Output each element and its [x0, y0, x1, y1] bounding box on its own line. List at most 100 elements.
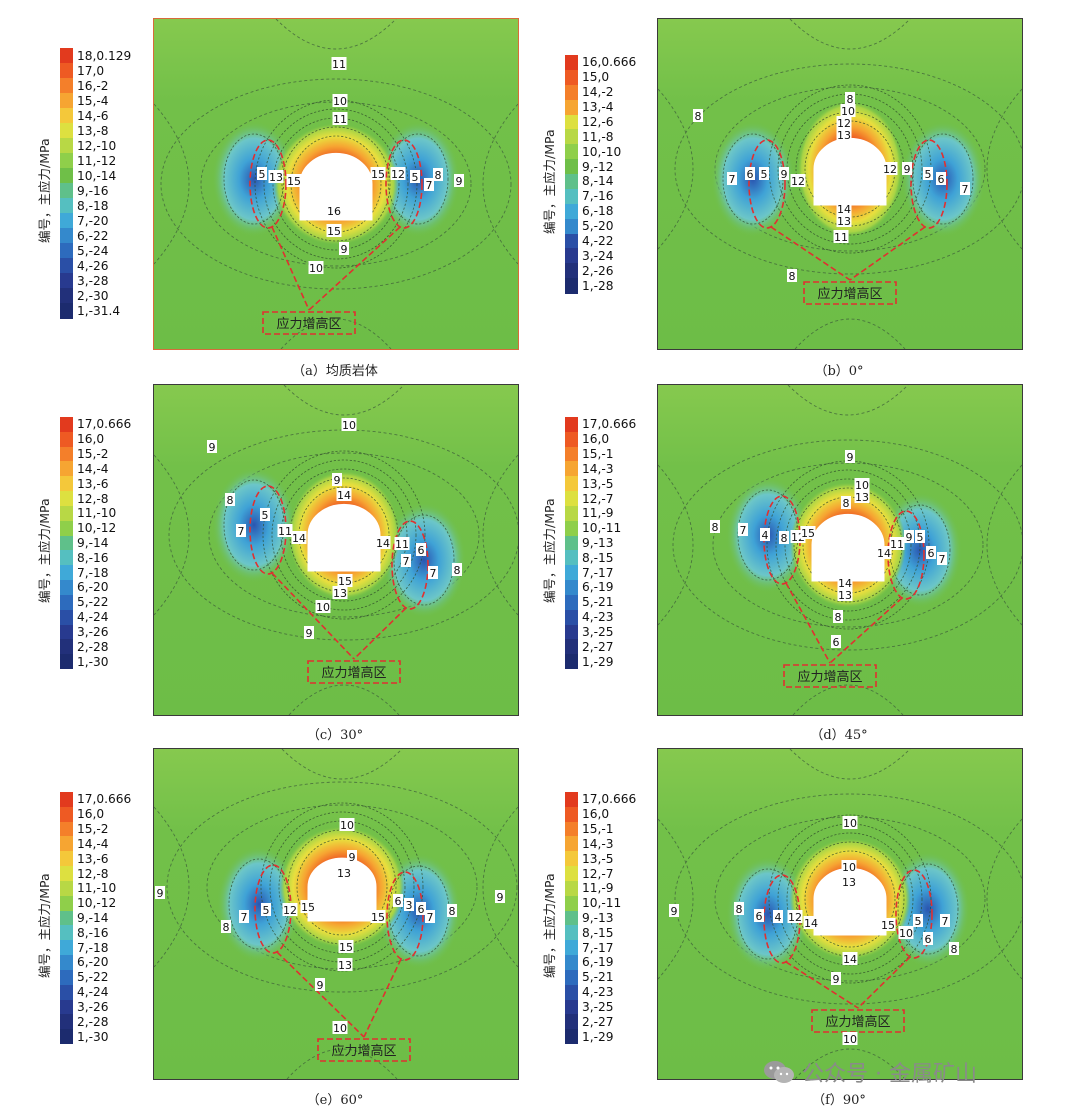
colorbar-label: 4,-26: [77, 258, 109, 273]
contour-number-text: 9: [341, 243, 348, 256]
colorbar-label: 16,0: [582, 432, 610, 447]
colorbar-label: 1,-28: [582, 278, 614, 293]
contour-number-label: 8: [452, 563, 462, 577]
contour-number-label: 7: [236, 524, 246, 538]
colorbar-swatch: [565, 550, 578, 566]
contour-number-label: 7: [960, 182, 970, 196]
contour-number-text: 11: [834, 231, 848, 244]
contour-number-text: 11: [278, 525, 292, 538]
contour-number-text: 10: [342, 419, 356, 432]
contour-number-label: 16: [326, 204, 342, 218]
colorbar-swatch: [60, 550, 73, 566]
colorbar-label: 4,-24: [77, 610, 109, 625]
colorbar-label: 4,-23: [582, 610, 614, 625]
colorbar-swatch: [565, 880, 578, 897]
contour-number-label: 7: [239, 910, 249, 924]
contour-number-text: 9: [334, 474, 341, 487]
colorbar-label: 12,-6: [582, 114, 614, 129]
contour-number-label: 15: [370, 910, 386, 924]
colorbar-swatch: [565, 431, 578, 448]
colorbar-label: 11,-8: [582, 129, 614, 144]
stress-zone-label: 应力增高区: [797, 669, 862, 685]
colorbar-swatch: [565, 144, 578, 160]
colorbar-label: 13,-8: [77, 123, 109, 138]
colorbar-swatch: [565, 55, 578, 71]
colorbar-swatch: [565, 925, 578, 941]
colorbar-swatch: [60, 63, 73, 79]
colorbar-label: 5,-22: [77, 970, 109, 985]
contour-number-label: 10: [842, 816, 858, 830]
contour-number-text: 6: [395, 895, 402, 908]
contour-number-text: 4: [762, 529, 769, 542]
contour-number-text: 15: [881, 919, 895, 932]
colorbar-swatch: [60, 461, 73, 477]
colorbar-label: 8,-15: [582, 925, 614, 940]
contour-number-text: 14: [292, 532, 306, 545]
contour-number-label: 8: [845, 92, 855, 106]
colorbar-swatch: [565, 1029, 578, 1045]
contour-number-text: 10: [333, 95, 347, 108]
colorbar-swatch: [60, 108, 73, 124]
colorbar-swatch: [565, 248, 578, 264]
contour-number-label: 8: [710, 520, 720, 534]
contour-number-label: 6: [745, 167, 755, 181]
colorbar-swatch: [60, 999, 73, 1015]
contour-number-text: 13: [269, 171, 283, 184]
low-stress-lobe: [212, 121, 296, 237]
colorbar-swatch: [60, 431, 73, 448]
contour-number-text: 8: [781, 532, 788, 545]
colorbar-swatch: [565, 836, 578, 852]
colorbar-swatch: [565, 263, 578, 279]
far-field-contours: [154, 749, 518, 1079]
colorbar-swatch: [60, 446, 73, 462]
colorbar-swatch: [565, 218, 578, 234]
contour-number-label: 14: [375, 536, 391, 550]
colorbar-title: 编号，主应力/MPa: [542, 129, 557, 234]
low-stress-lobe: [217, 846, 301, 962]
contour-number-label: 8: [841, 496, 851, 510]
colorbar-label: 17,0: [77, 63, 105, 78]
contour-number-text: 5: [917, 531, 924, 544]
contour-number-label: 15: [300, 900, 316, 914]
contour-number-label: 5: [759, 167, 769, 181]
contour-number-text: 8: [695, 110, 702, 123]
contour-number-label: 10: [339, 818, 355, 832]
stress-contour-plot-a: 应力增高区 11 10 11 5 13 15 15 12 5 7 8 9 16 15 9 10: [153, 18, 519, 350]
contour-number-text: 9: [847, 451, 854, 464]
colorbar-swatch: [60, 78, 73, 94]
contour-number-label: 14: [842, 952, 858, 966]
colorbar-label: 3,-26: [77, 624, 109, 639]
colorbar-label: 14,-3: [582, 836, 614, 851]
contour-number-text: 9: [671, 905, 678, 918]
tunnel-opening: [811, 513, 885, 582]
colorbar-label: 12,-8: [77, 491, 109, 506]
colorbar-label: 11,-9: [582, 506, 614, 521]
colorbar-label: 18,0.129: [77, 48, 132, 63]
contour-number-text: 7: [403, 555, 410, 568]
contour-number-label: 9: [779, 167, 789, 181]
contour-number-label: 11: [833, 230, 849, 244]
colorbar-title: 编号，主应力/MPa: [542, 873, 557, 978]
colorbar-c: 17,0.666 16,0 15,-2 14,-4 13,-6 12,-8 11,-10 10…: [37, 417, 150, 670]
contour-number-label: 15: [880, 918, 896, 932]
contour-number-label: 13: [837, 588, 853, 602]
colorbar-swatch: [60, 880, 73, 897]
colorbar-label: 14,-4: [77, 461, 109, 476]
colorbar-swatch: [60, 123, 73, 139]
contour-number-label: 10: [842, 1032, 858, 1046]
colorbar-label: 13,-5: [582, 851, 614, 866]
contour-number-label: 15: [326, 224, 342, 238]
stress-zone-label: 应力增高区: [276, 316, 341, 332]
contour-number-text: 14: [804, 917, 818, 930]
contour-number-label: 8: [949, 942, 959, 956]
contour-number-text: 9: [781, 168, 788, 181]
contour-number-label: 7: [401, 554, 411, 568]
colorbar-swatch: [565, 792, 578, 808]
contour-number-label: 11: [331, 57, 347, 71]
colorbar-label: 15,-2: [77, 447, 109, 462]
colorbar-swatch: [60, 273, 73, 289]
contour-number-text: 13: [333, 587, 347, 600]
contour-number-text: 10: [841, 105, 855, 118]
contour-number-label: 5: [261, 903, 271, 917]
